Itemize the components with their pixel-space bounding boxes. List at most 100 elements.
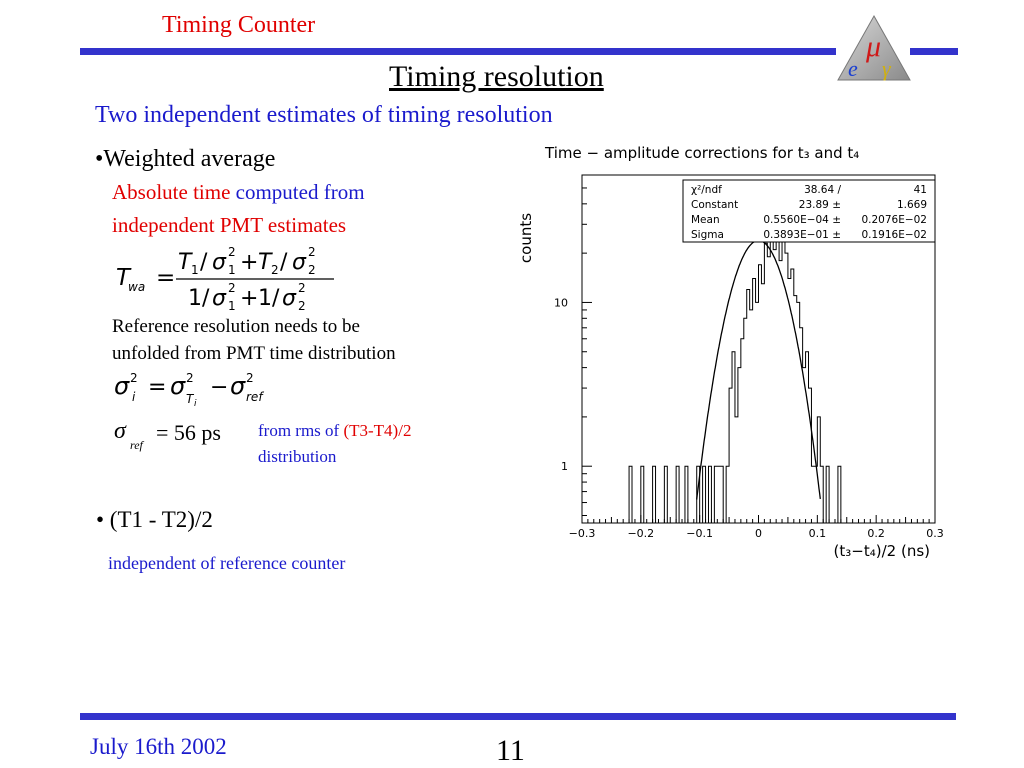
svg-text:2: 2 — [246, 371, 254, 385]
svg-text:=: = — [156, 265, 175, 291]
stats-label: χ²/ndf — [691, 184, 722, 196]
stats-value: 0.5560E−04 ± — [763, 214, 841, 226]
independent-pmt-text: independent PMT estimates — [112, 213, 347, 237]
y-axis-label: counts — [517, 213, 535, 263]
svg-text:2: 2 — [186, 371, 194, 385]
svg-text:1: 1 — [228, 263, 236, 277]
svg-text:2: 2 — [271, 263, 279, 277]
svg-text:1/: 1/ — [188, 286, 210, 311]
t3-t4-text: (T3-T4)/2 — [343, 421, 412, 440]
svg-text:=: = — [148, 375, 166, 400]
histogram-tail-bin — [640, 465, 645, 523]
svg-text:1/: 1/ — [258, 286, 280, 311]
x-tick-label: −0.1 — [686, 527, 713, 540]
from-rms-line: from rms of (T3-T4)/2 — [258, 421, 411, 441]
independent-reference-text: independent of reference counter — [108, 553, 346, 573]
sigma-ref-value: = 56 ps — [156, 420, 221, 445]
svg-text:2: 2 — [130, 371, 138, 385]
svg-text:σ: σ — [114, 372, 130, 400]
page-title: Timing resolution — [389, 60, 604, 93]
svg-text:2: 2 — [308, 263, 316, 277]
svg-text:e: e — [848, 56, 858, 81]
histogram-bars — [696, 233, 830, 524]
absolute-time-line: Absolute time computed from — [112, 180, 365, 205]
stats-value: 23.89 ± — [799, 199, 841, 211]
svg-text:1: 1 — [191, 263, 199, 277]
from-rms-text: from rms of — [258, 421, 340, 440]
stats-error: 0.2076E−02 — [861, 214, 927, 226]
top-rule-right — [910, 48, 958, 55]
svg-text:ref: ref — [246, 390, 264, 404]
svg-text:2: 2 — [298, 281, 306, 295]
x-tick-label: 0.3 — [926, 527, 944, 540]
histogram-chart: Time − amplitude corrections for t₃ and … — [515, 138, 945, 568]
x-tick-label: −0.3 — [569, 527, 596, 540]
x-tick-label: 0 — [755, 527, 762, 540]
svg-text:σ: σ — [212, 250, 227, 275]
svg-text:+: + — [240, 250, 258, 275]
histogram-tail-bin — [628, 465, 633, 523]
svg-text:/: / — [200, 250, 208, 275]
x-axis-label: (t₃−t₄)/2 (ns) — [834, 542, 930, 560]
page-number: 11 — [496, 734, 525, 767]
histogram-tail-bin — [837, 465, 842, 523]
stats-error: 41 — [914, 184, 927, 196]
stats-error: 1.669 — [897, 199, 927, 211]
svg-text:2: 2 — [228, 245, 236, 259]
svg-text:μ: μ — [865, 30, 881, 63]
svg-text:σ: σ — [292, 250, 307, 275]
sigma-ref-formula: σ ref = 56 ps — [114, 418, 221, 452]
stats-value: 38.64 / — [804, 184, 841, 196]
weighted-average-formula: T wa = T 1 / σ 2 1 + T 2 / σ 2 2 1/ σ 2 … — [112, 242, 352, 314]
reference-text-2: unfolded from PMT time distribution — [112, 343, 396, 364]
svg-text:2: 2 — [228, 281, 236, 295]
svg-text:σ: σ — [282, 286, 297, 311]
svg-text:wa: wa — [128, 280, 145, 294]
stats-box — [682, 179, 936, 243]
svg-text:−: − — [210, 375, 228, 400]
svg-text:+: + — [240, 286, 258, 311]
svg-text:T: T — [116, 265, 132, 291]
histogram-tail-bin — [675, 465, 680, 523]
absolute-time-text: Absolute time — [112, 180, 231, 204]
histogram-tail-bin — [663, 465, 668, 523]
x-tick-label: −0.2 — [627, 527, 654, 540]
svg-text:i: i — [194, 399, 197, 409]
reference-text-1: Reference resolution needs to be — [112, 316, 360, 337]
footer-date: July 16th 2002 — [90, 734, 227, 759]
distribution-text: distribution — [258, 447, 337, 466]
bottom-rule — [80, 713, 956, 720]
x-tick-label: 0.2 — [867, 527, 885, 540]
bullet-t1-t2: • (T1 - T2)/2 — [96, 507, 213, 532]
svg-text:2: 2 — [298, 299, 306, 313]
top-rule — [80, 48, 836, 55]
stats-error: 0.1916E−02 — [861, 229, 927, 241]
stats-label: Sigma — [691, 229, 724, 241]
svg-text:σ: σ — [170, 372, 186, 400]
svg-text:2: 2 — [308, 245, 316, 259]
svg-text:1: 1 — [228, 299, 236, 313]
sigma-unfolding-formula: σ 2 i = σ 2 T i − σ 2 ref — [112, 368, 282, 414]
svg-text:σ: σ — [230, 372, 246, 400]
y-tick-label: 1 — [561, 460, 568, 473]
stats-label: Mean — [691, 214, 720, 226]
histogram-tail-bin — [684, 465, 689, 523]
y-tick-label: 10 — [554, 296, 568, 309]
svg-text:i: i — [132, 390, 136, 404]
bullet-weighted-average: •Weighted average — [95, 146, 276, 172]
svg-text:/: / — [280, 250, 288, 275]
x-tick-label: 0.1 — [809, 527, 827, 540]
svg-text:T: T — [178, 250, 193, 275]
svg-text:γ: γ — [882, 56, 892, 81]
meg-logo: μ e γ — [836, 14, 912, 82]
chart-title: Time − amplitude corrections for t₃ and … — [544, 144, 859, 162]
stats-label: Constant — [691, 199, 738, 211]
svg-text:σ: σ — [212, 286, 227, 311]
page-subtitle: Two independent estimates of timing reso… — [95, 102, 553, 128]
computed-from-text: computed from — [235, 180, 365, 204]
histogram-tail-bin — [652, 465, 657, 523]
stats-value: 0.3893E−01 ± — [763, 229, 841, 241]
section-title: Timing Counter — [162, 12, 316, 38]
svg-text:T: T — [186, 392, 195, 406]
svg-text:T: T — [258, 250, 273, 275]
